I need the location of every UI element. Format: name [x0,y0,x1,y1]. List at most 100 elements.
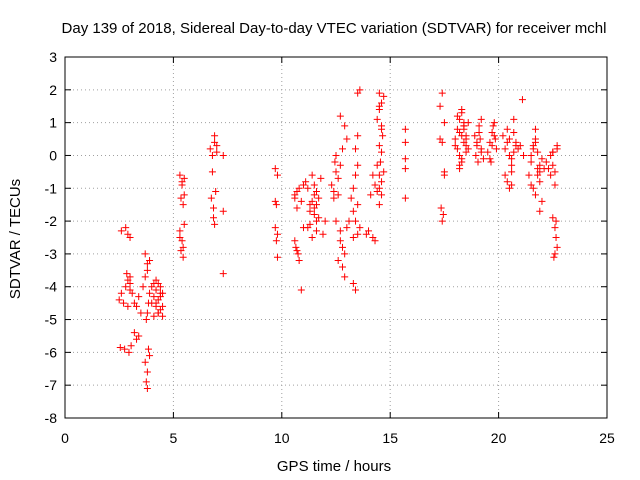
data-point [499,132,507,140]
data-point [271,165,279,173]
data-point [334,256,342,264]
data-point [531,125,539,133]
data-point [401,138,409,146]
data-point [343,135,351,143]
data-point [369,171,377,179]
data-point [336,237,344,245]
data-point [536,207,544,215]
data-point [352,217,360,225]
data-point [456,128,464,136]
data-point [487,158,495,166]
data-point [219,207,227,215]
data-point [401,155,409,163]
data-point [127,342,135,350]
data-point [219,151,227,159]
data-point [365,227,373,235]
data-point [308,197,316,205]
data-point [143,368,151,376]
x-tick-label: 5 [170,430,178,446]
y-tick-label: -8 [45,410,58,426]
data-point [440,119,448,127]
data-point [339,263,347,271]
data-point [378,178,386,186]
x-tick-label: 25 [599,430,615,446]
data-point [484,148,492,156]
data-point [542,158,550,166]
data-point [536,161,544,169]
x-tick-label: 15 [382,430,398,446]
data-point [489,122,497,130]
x-axis-label: GPS time / hours [277,458,391,475]
data-point [552,217,560,225]
x-tick-label: 0 [61,430,69,446]
grid-lines [65,57,607,418]
data-point [451,135,459,143]
data-point [179,243,187,251]
y-tick-label: -3 [45,246,58,262]
data-point [297,197,305,205]
data-point [295,256,303,264]
data-point [334,191,342,199]
data-point [490,119,498,127]
data-point [212,188,220,196]
data-point [352,286,360,294]
data-point [544,165,552,173]
data-point [213,142,221,150]
data-point [378,125,386,133]
data-point [380,92,388,100]
data-point [294,250,302,258]
y-tick-label: -2 [45,213,58,229]
data-point [474,158,482,166]
data-point [375,171,383,179]
data-point [150,293,158,301]
data-point [354,201,362,209]
data-point [471,132,479,140]
data-point [508,168,516,176]
data-point [378,191,386,199]
data-point [534,148,542,156]
data-point [139,283,147,291]
axis-ticks: 0 5 10 15 20 25 -8 -7 -6 -5 -4 -3 -2 -1 0 1 2 3 [45,49,615,446]
data-point [142,378,150,386]
data-point [552,234,560,241]
data-point [371,237,379,245]
data-point [321,217,329,225]
data-point [206,145,214,153]
data-point [376,158,384,166]
data-point [501,171,509,179]
data-point [371,181,379,189]
data-point [349,207,357,215]
data-point [126,279,134,287]
data-point [304,184,312,192]
data-point [352,171,360,179]
data-point [208,151,216,159]
data-point [115,296,123,304]
data-point [319,230,327,238]
data-point [491,135,499,143]
data-point [451,142,459,150]
data-point [180,220,188,228]
data-point [339,243,347,251]
data-point [317,174,325,182]
data-point [503,125,511,133]
data-point [538,197,546,205]
data-point [510,115,518,123]
data-point [330,188,338,196]
data-point [379,132,387,140]
data-point [123,270,131,278]
data-point [154,279,162,287]
data-point [135,332,143,340]
data-point [488,142,496,150]
y-tick-label: -5 [45,312,58,328]
data-point [219,270,227,278]
data-point [476,135,484,143]
data-point [356,224,364,232]
data-point [292,243,300,251]
data-point [312,227,320,235]
data-point [549,148,557,156]
data-point [273,230,281,238]
data-points [115,86,561,392]
data-point [553,243,561,251]
data-point [512,138,520,146]
